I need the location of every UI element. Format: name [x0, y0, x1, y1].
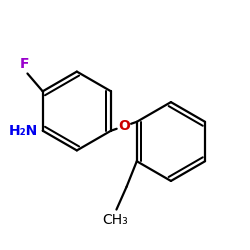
Text: F: F	[20, 58, 29, 71]
Text: CH₃: CH₃	[102, 213, 128, 227]
Text: O: O	[118, 119, 130, 133]
Text: H₂N: H₂N	[8, 124, 38, 138]
